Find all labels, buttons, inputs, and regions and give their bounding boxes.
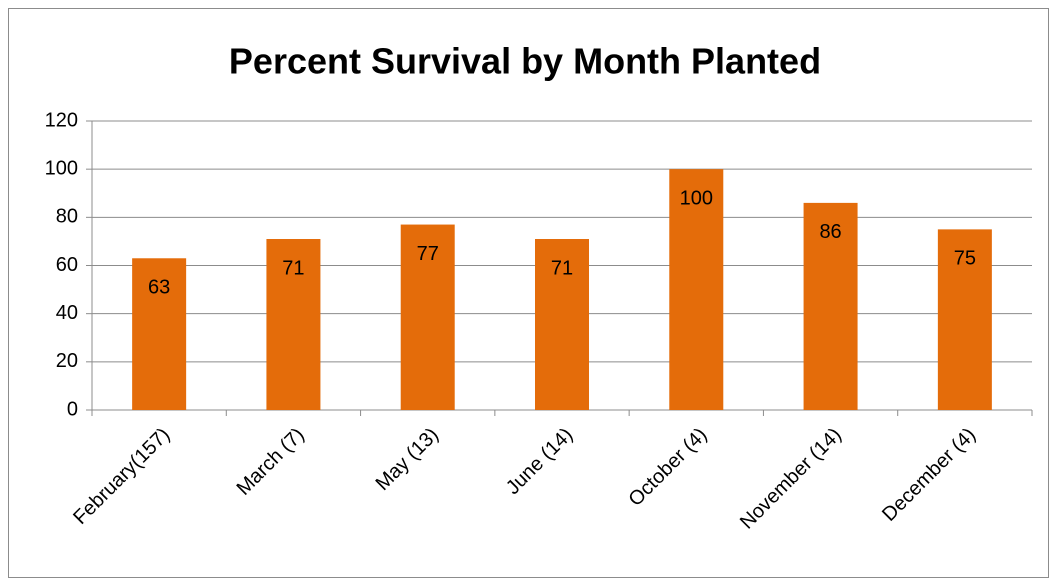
y-tick-label: 20 <box>56 350 78 372</box>
bar <box>400 224 455 410</box>
data-label: 71 <box>282 257 304 279</box>
data-label: 77 <box>417 243 439 265</box>
bar <box>803 202 858 410</box>
data-label: 86 <box>819 221 841 243</box>
data-label: 100 <box>680 187 713 209</box>
bar <box>669 169 724 410</box>
y-tick-label: 120 <box>45 109 78 131</box>
bar <box>535 239 589 410</box>
chart-title: Percent Survival by Month Planted <box>229 41 821 82</box>
y-tick-label: 0 <box>67 398 78 420</box>
y-tick-label: 40 <box>56 302 78 324</box>
y-tick-label: 100 <box>45 157 78 179</box>
data-label: 63 <box>148 277 170 299</box>
bar <box>132 258 187 410</box>
bar <box>937 229 992 410</box>
y-tick-label: 80 <box>56 206 78 228</box>
data-label: 71 <box>551 257 573 279</box>
data-label: 75 <box>954 248 976 270</box>
bar <box>266 239 321 410</box>
y-tick-label: 60 <box>56 254 78 276</box>
